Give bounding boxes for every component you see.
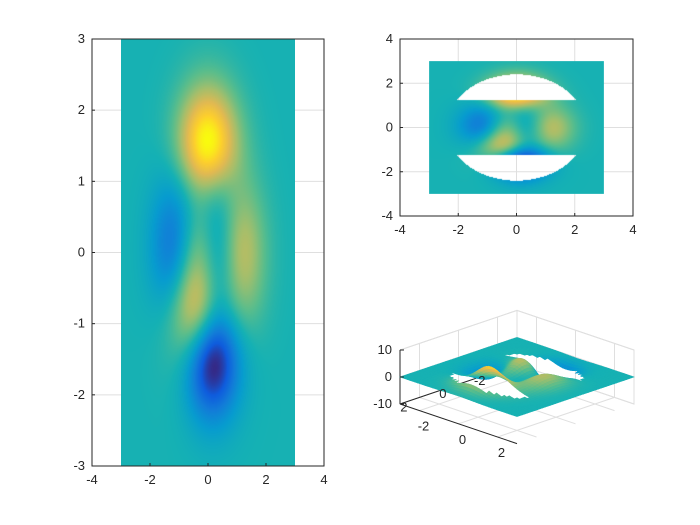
topright-tick-label-y: 0 [386,120,393,135]
left-tick-label-x: 2 [262,472,269,487]
topright-tick-label-y: 2 [386,75,393,90]
surface-patch [513,352,521,355]
topright-tick-label-y: 4 [386,31,393,46]
left-tick-label-y: 2 [78,102,85,117]
left-tick-label-y: -1 [73,316,85,331]
left-tick-label-y: -2 [73,387,85,402]
left-tick-label-x: 4 [320,472,327,487]
left-tick-label-y: 3 [78,31,85,46]
br-tick-label-x: 2 [498,445,505,460]
surface-patch [513,414,521,417]
bottomright-surface [399,337,635,417]
surface-patch [534,354,541,358]
left-tick-label-y: 0 [78,245,85,260]
br-tick-label-y: 2 [400,399,407,414]
br-tick-label-y: 0 [439,386,446,401]
left-tick-label-y: -3 [73,458,85,473]
br-axis-x [399,403,518,445]
topright-tick-label-y: -4 [381,208,393,223]
br-tick-label-x: -2 [418,419,430,434]
surface-patch [521,353,529,356]
left-ticks: -4 -2 0 2 4 -3 -2 -1 0 1 2 3 [73,31,327,487]
topright-tick-label-x: 4 [629,222,636,237]
surface-patch [505,353,513,356]
topright-tick-label-x: -2 [452,222,464,237]
br-tick-label-x: 0 [459,432,466,447]
br-tick-label-z: 0 [385,369,392,384]
surface-patch [526,353,534,356]
topright-tick-label-x: 0 [513,222,520,237]
br-tick-label-y: -2 [474,373,486,388]
topright-ticks: -4 -2 0 2 4 -4 -2 0 2 4 [381,31,636,237]
left-tick-label-x: -2 [144,472,156,487]
left-heatmap [121,39,295,466]
br-grid-y-floor [419,396,537,438]
left-tick-label-x: -4 [86,472,98,487]
left-tick-label-x: 0 [204,472,211,487]
topright-tick-label-x: -4 [394,222,406,237]
br-tick-label-z: 10 [378,342,392,357]
left-tick-label-y: 1 [78,173,85,188]
br-tick-label-z: -10 [373,396,392,411]
topright-tick-label-y: -2 [381,164,393,179]
topright-heatmap [429,61,604,194]
surface-patch [541,356,549,361]
topright-axes: -4 -2 0 2 4 -4 -2 0 2 4 [381,31,636,237]
left-axes: -4 -2 0 2 4 -3 -2 -1 0 1 2 3 [73,31,327,487]
topright-tick-label-x: 2 [571,222,578,237]
